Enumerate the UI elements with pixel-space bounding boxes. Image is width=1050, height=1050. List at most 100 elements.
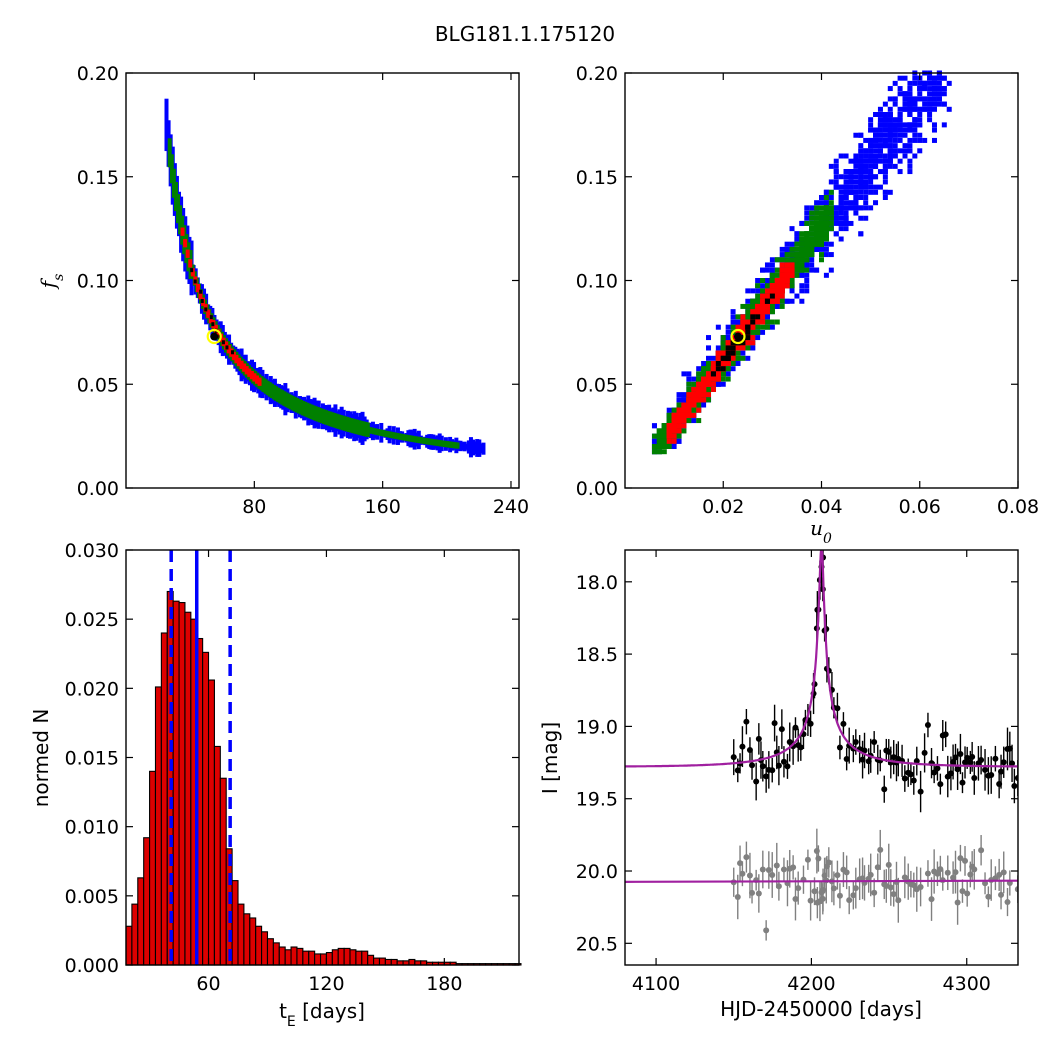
density-cell-green — [361, 421, 366, 436]
density-cell-blue — [892, 132, 898, 138]
density-cell-blue — [907, 143, 913, 149]
light-curve-point — [784, 763, 791, 770]
density-cell-blue — [902, 148, 908, 154]
density-cell-green — [794, 262, 800, 268]
density-cell-green — [322, 409, 327, 424]
density-cell-blue — [858, 153, 864, 159]
histogram-bar — [237, 903, 245, 966]
x-tick-label: 60 — [196, 973, 220, 995]
density-cell-green — [809, 241, 815, 247]
density-cell-black — [221, 340, 225, 345]
density-cell-blue — [917, 117, 923, 123]
density-cell-blue — [823, 252, 829, 258]
density-cell-blue — [755, 288, 761, 294]
density-cell-blue — [691, 418, 697, 424]
histogram-bar — [178, 602, 186, 966]
density-cell-green — [819, 257, 824, 263]
light-curve-point — [937, 866, 944, 873]
density-cell-red — [696, 392, 702, 398]
density-cell-blue — [691, 376, 697, 382]
density-cell-green — [349, 418, 354, 433]
histogram-bar — [231, 880, 239, 966]
panel-te-histogram: 60 120 180 0.000 0.005 0.010 0.015 0.020 0.025 0.… — [29, 540, 522, 1030]
density-cell-red — [686, 392, 692, 398]
density-cell-red — [696, 407, 702, 413]
x-axis-label: tE [days] — [279, 999, 365, 1030]
density-cell-blue — [479, 443, 484, 454]
density-cell-blue — [828, 179, 834, 185]
light-curve-point — [910, 882, 917, 889]
density-cell-green — [799, 267, 805, 273]
light-curve-point — [1000, 869, 1007, 876]
density-cell-blue — [892, 137, 898, 143]
model-curve — [625, 550, 1018, 768]
density-cell-blue — [799, 220, 805, 226]
density-cell-blue — [877, 137, 883, 143]
density-cell-red — [671, 433, 677, 439]
density-cell-blue — [892, 117, 898, 123]
light-curve-point — [962, 857, 969, 864]
density-cell-red — [769, 288, 775, 294]
density-cell-green — [823, 236, 829, 242]
density-cell-blue — [892, 101, 898, 107]
density-cell-blue — [917, 91, 923, 97]
light-curve-point — [1014, 775, 1018, 782]
density-cell-blue — [715, 324, 721, 330]
x-tick-label: 0.02 — [702, 496, 744, 518]
density-cell-red — [671, 428, 677, 434]
x-axis-label: u0 — [810, 516, 832, 547]
density-cell-blue — [853, 158, 859, 164]
density-cell-green — [809, 215, 815, 221]
density-cell-green — [720, 376, 726, 382]
histogram-bar — [314, 953, 322, 966]
density-cell-red — [691, 402, 697, 408]
density-cell-blue — [853, 179, 859, 185]
density-cell-blue — [887, 153, 893, 159]
density-cell-green — [701, 371, 707, 377]
density-cell-blue — [858, 148, 864, 154]
light-curve-point — [804, 856, 811, 863]
density-cell-blue — [877, 122, 883, 128]
density-cell-black — [715, 361, 721, 366]
density-cell-blue — [481, 442, 486, 455]
histogram-bar — [137, 877, 145, 966]
density-cell-blue — [823, 272, 829, 278]
y-axis-label: fs — [36, 274, 67, 291]
density-cell-red — [671, 423, 677, 429]
density-cell-blue — [853, 153, 859, 159]
density-cell-red — [671, 418, 677, 424]
density-cell-red — [720, 350, 726, 356]
density-cell-blue — [774, 303, 780, 309]
x-tick-label: 0.04 — [800, 496, 842, 518]
density-cell-green — [828, 205, 834, 211]
density-cell-blue — [838, 215, 844, 221]
light-curve-point — [895, 897, 902, 904]
density-cell-blue — [887, 127, 893, 133]
density-cell-green — [169, 154, 174, 184]
light-curve-point — [907, 771, 914, 778]
y-tick-label: 0.00 — [77, 478, 119, 500]
density-cell-blue — [868, 174, 874, 180]
panel-light-curve: 4100 4200 4300 18.0 18.5 19.0 19.5 20.0 20.5 HJD… — [538, 549, 1019, 1021]
density-cell-green — [656, 428, 662, 434]
y-tick-label: 19.0 — [576, 716, 618, 738]
y-tick-label: 0.05 — [576, 374, 618, 396]
density-cell-black — [193, 279, 197, 284]
light-curve-point — [996, 871, 1003, 878]
density-cell-red — [231, 351, 236, 361]
histogram-bar — [278, 946, 286, 966]
histogram-bar — [337, 947, 345, 966]
density-cell-green — [804, 246, 810, 252]
density-cell-green — [342, 416, 347, 431]
light-curve-point — [992, 755, 999, 762]
light-curve-point — [978, 757, 985, 764]
y-tick-label: 0.030 — [65, 540, 119, 562]
density-cell-black — [225, 345, 229, 350]
density-cell-blue — [863, 184, 869, 190]
light-curve-point — [928, 896, 935, 903]
light-curve-point — [998, 768, 1005, 775]
te-histogram-bars — [125, 550, 522, 966]
density-cell-red — [760, 303, 766, 309]
density-cell-blue — [838, 210, 844, 216]
light-curve-point — [1000, 759, 1007, 766]
